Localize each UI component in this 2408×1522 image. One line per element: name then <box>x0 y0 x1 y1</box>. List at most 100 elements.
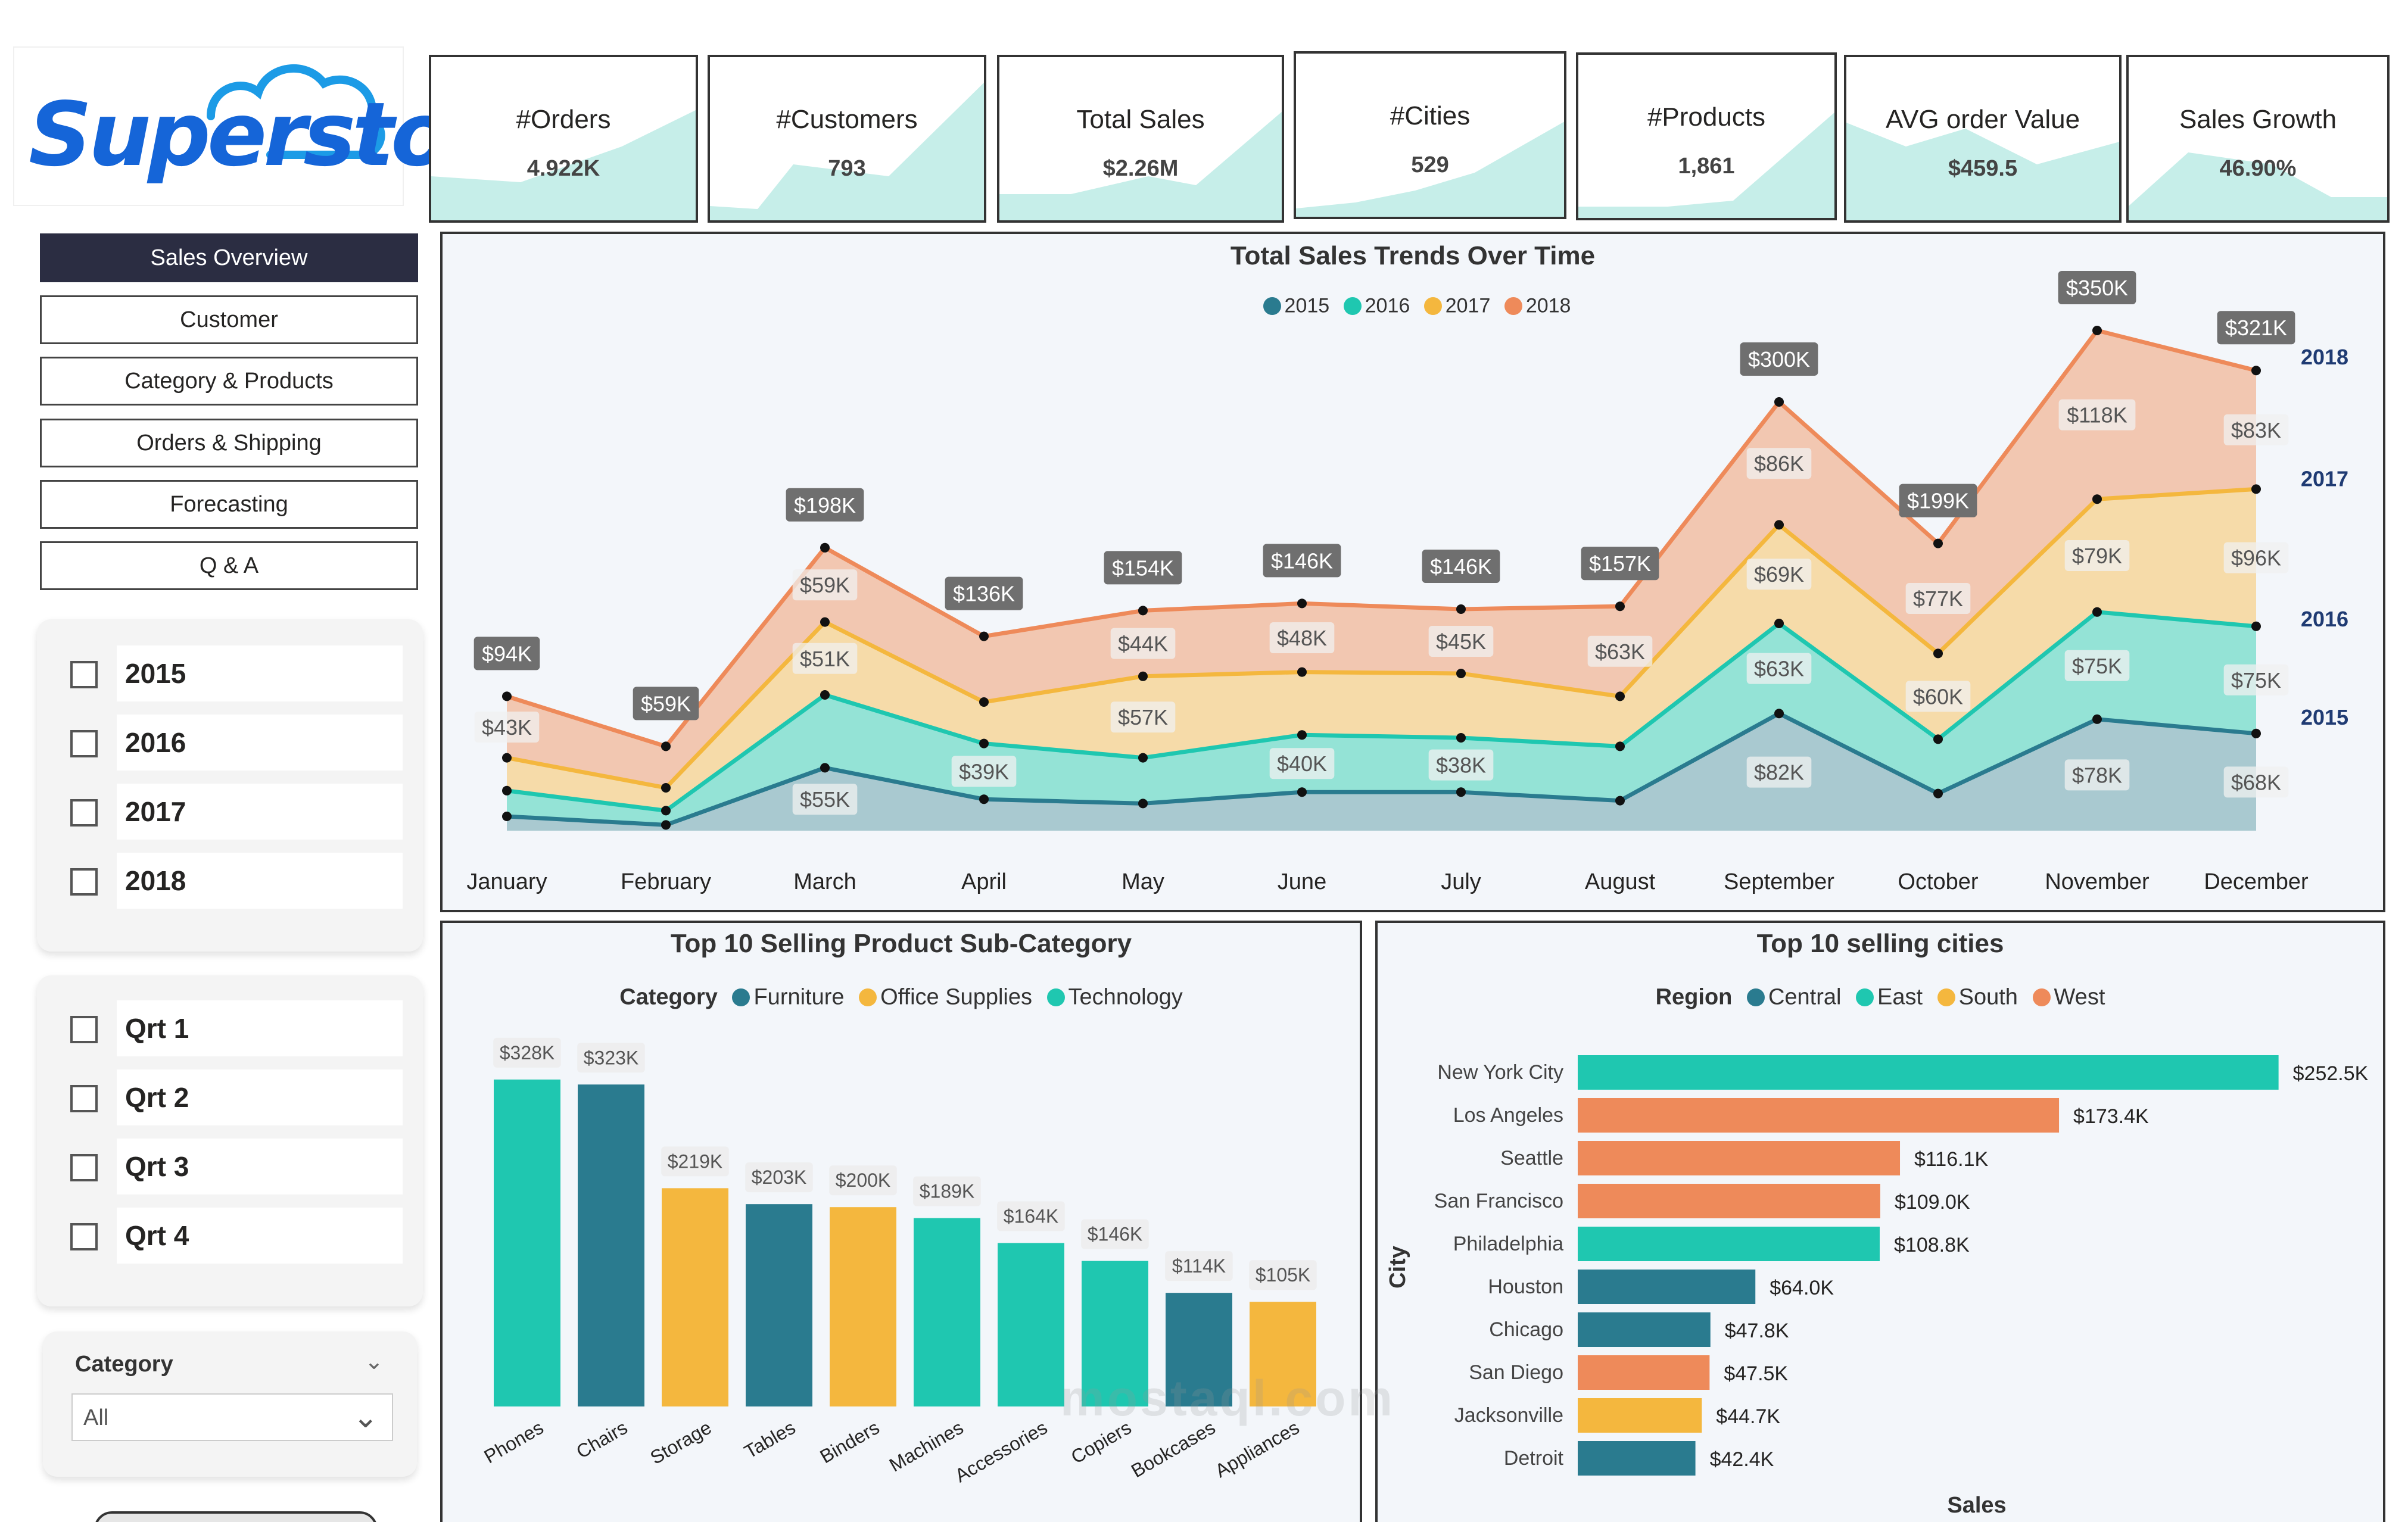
kpi-card-orders[interactable]: #Orders 4.922K <box>429 55 698 223</box>
bar-city[interactable] <box>1578 1270 1756 1304</box>
data-point[interactable] <box>820 542 830 553</box>
data-point[interactable] <box>661 741 671 751</box>
data-point[interactable] <box>502 753 512 763</box>
data-point[interactable] <box>1456 787 1466 797</box>
data-point[interactable] <box>820 690 830 700</box>
nav-orders-shipping[interactable]: Orders & Shipping <box>40 419 418 467</box>
data-point[interactable] <box>2251 621 2261 631</box>
data-point[interactable] <box>502 691 512 701</box>
bar-tables[interactable] <box>746 1204 812 1406</box>
data-point[interactable] <box>1615 601 1625 612</box>
data-point[interactable] <box>2251 366 2261 376</box>
data-point[interactable] <box>1615 691 1625 701</box>
slicer-option-2017[interactable]: 2017 <box>70 784 440 840</box>
checkbox[interactable] <box>70 1223 98 1250</box>
nav-sales-overview[interactable]: Sales Overview <box>40 233 418 282</box>
slicer-option-2016[interactable]: 2016 <box>70 715 440 771</box>
data-point[interactable] <box>1615 796 1625 806</box>
data-point[interactable] <box>1138 606 1148 616</box>
data-point[interactable] <box>1774 619 1784 628</box>
data-point[interactable] <box>1297 598 1307 609</box>
data-point[interactable] <box>979 794 989 804</box>
data-point[interactable] <box>661 806 671 816</box>
data-point[interactable] <box>1615 741 1625 751</box>
bar-binders[interactable] <box>830 1207 896 1406</box>
data-point[interactable] <box>1933 538 1943 548</box>
checkbox[interactable] <box>70 661 98 688</box>
kpi-card-avg-order-value[interactable]: AVG order Value $459.5 <box>1844 55 2122 223</box>
data-point[interactable] <box>820 763 830 773</box>
data-point[interactable] <box>979 631 989 641</box>
data-point[interactable] <box>502 812 512 821</box>
data-point[interactable] <box>502 785 512 796</box>
data-point[interactable] <box>979 738 989 748</box>
checkbox[interactable] <box>70 868 98 896</box>
data-point[interactable] <box>1297 667 1307 677</box>
data-point[interactable] <box>2092 326 2102 335</box>
slicer-option-qrt-4[interactable]: Qrt 4 <box>70 1208 440 1264</box>
bar-city[interactable] <box>1578 1398 1702 1433</box>
nav-customer[interactable]: Customer <box>40 295 418 344</box>
data-point[interactable] <box>2251 484 2261 494</box>
bar-phones[interactable] <box>494 1079 560 1406</box>
data-point[interactable] <box>2092 607 2102 617</box>
kpi-card-cities[interactable]: #Cities 529 <box>1294 51 1566 219</box>
data-point[interactable] <box>1774 709 1784 719</box>
bar-city[interactable] <box>1578 1312 1711 1347</box>
data-point[interactable] <box>1933 734 1943 744</box>
bar-bookcases[interactable] <box>1166 1293 1232 1406</box>
data-point[interactable] <box>1774 520 1784 530</box>
checkbox[interactable] <box>70 799 98 827</box>
data-point[interactable] <box>1774 397 1784 407</box>
bar-city[interactable] <box>1578 1055 2279 1090</box>
bar-appliances[interactable] <box>1250 1302 1316 1406</box>
checkbox[interactable] <box>70 1154 98 1181</box>
bar-accessories[interactable] <box>998 1243 1064 1406</box>
checkbox[interactable] <box>70 1085 98 1112</box>
bar-city[interactable] <box>1578 1098 2060 1133</box>
bar-machines[interactable] <box>914 1218 980 1406</box>
data-point[interactable] <box>661 783 671 793</box>
data-point[interactable] <box>1297 787 1307 797</box>
bar-city[interactable] <box>1578 1227 1880 1261</box>
data-point[interactable] <box>1456 669 1466 678</box>
category-dropdown[interactable]: All ⌄ <box>71 1393 393 1441</box>
data-point[interactable] <box>2092 714 2102 724</box>
data-point[interactable] <box>1456 604 1466 614</box>
bar-city[interactable] <box>1578 1355 1710 1390</box>
data-point[interactable] <box>2251 728 2261 738</box>
slicer-option-qrt-1[interactable]: Qrt 1 <box>70 1000 440 1056</box>
data-point[interactable] <box>1138 671 1148 681</box>
checkbox[interactable] <box>70 730 98 757</box>
data-point[interactable] <box>1933 648 1943 659</box>
bar-city[interactable] <box>1578 1441 1696 1476</box>
slicer-option-qrt-3[interactable]: Qrt 3 <box>70 1139 440 1194</box>
nav-q-and-a[interactable]: Q & A <box>40 541 418 590</box>
data-point[interactable] <box>1456 733 1466 743</box>
kpi-card-sales-growth[interactable]: Sales Growth 46.90% <box>2126 55 2390 223</box>
nav-forecasting[interactable]: Forecasting <box>40 480 418 529</box>
kpi-card-customers[interactable]: #Customers 793 <box>708 55 986 223</box>
bar-city[interactable] <box>1578 1141 1901 1175</box>
chevron-down-icon[interactable]: ⌄ <box>365 1349 384 1374</box>
checkbox[interactable] <box>70 1016 98 1043</box>
nav-category-products[interactable]: Category & Products <box>40 357 418 406</box>
slicer-option-2018[interactable]: 2018 <box>70 853 440 909</box>
data-point[interactable] <box>979 697 989 707</box>
slicer-option-qrt-2[interactable]: Qrt 2 <box>70 1069 440 1125</box>
bar-chairs[interactable] <box>578 1084 644 1406</box>
slicer-option-2015[interactable]: 2015 <box>70 645 440 701</box>
bottom-button[interactable] <box>94 1511 378 1522</box>
bar-city[interactable] <box>1578 1184 1880 1218</box>
data-point[interactable] <box>1297 730 1307 740</box>
data-point[interactable] <box>1138 799 1148 809</box>
kpi-card-products[interactable]: #Products 1,861 <box>1576 52 1837 220</box>
data-point[interactable] <box>1933 788 1943 799</box>
data-point[interactable] <box>2092 494 2102 504</box>
bar-storage[interactable] <box>662 1188 728 1406</box>
bar-copiers[interactable] <box>1082 1261 1148 1406</box>
data-point[interactable] <box>820 617 830 627</box>
kpi-card-total-sales[interactable]: Total Sales $2.26M <box>997 55 1284 223</box>
data-point[interactable] <box>1138 753 1148 763</box>
data-point[interactable] <box>661 820 671 830</box>
